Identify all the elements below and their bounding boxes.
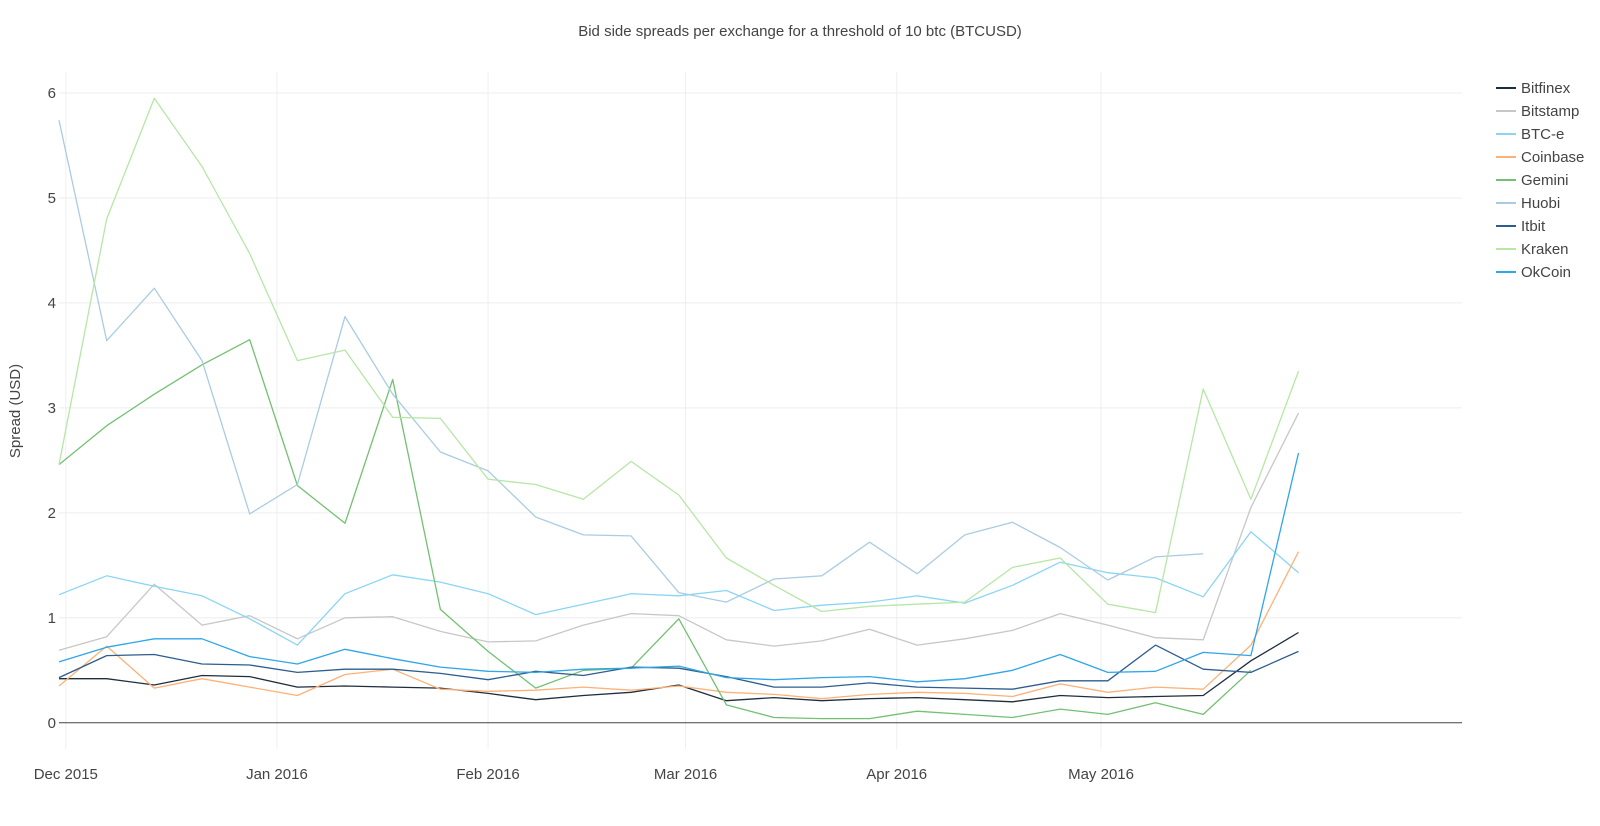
legend[interactable]: Bitfinex Bitstamp BTC-e Coinbase Gemini Huobi… xyxy=(1496,80,1584,281)
legend-label: Huobi xyxy=(1521,195,1560,212)
y-axis-ticks: 0 1 2 3 4 5 6 xyxy=(48,85,56,732)
legend-label: Bitfinex xyxy=(1521,80,1571,97)
y-axis-title: Spread (USD) xyxy=(7,364,24,458)
series-line xyxy=(58,97,1300,614)
gridlines xyxy=(59,72,1462,749)
legend-label: OkCoin xyxy=(1521,264,1571,281)
x-tick-label: Apr 2016 xyxy=(866,766,927,783)
series-btc-e xyxy=(58,531,1299,646)
series-line xyxy=(58,120,1204,603)
legend-label: Kraken xyxy=(1521,241,1569,258)
series-line xyxy=(58,412,1300,651)
x-tick-label: Mar 2016 xyxy=(654,766,717,783)
legend-item-gemini[interactable]: Gemini xyxy=(1496,172,1569,189)
series-line xyxy=(58,551,1300,700)
x-tick-label: Feb 2016 xyxy=(456,766,519,783)
y-tick-label: 5 xyxy=(48,190,56,207)
series-bitfinex xyxy=(59,631,1299,703)
series-line xyxy=(58,531,1299,646)
legend-item-btc-e[interactable]: BTC-e xyxy=(1496,126,1564,143)
legend-item-bitfinex[interactable]: Bitfinex xyxy=(1496,80,1571,97)
chart-title: Bid side spreads per exchange for a thre… xyxy=(578,23,1022,40)
series-bitstamp xyxy=(58,412,1300,651)
y-tick-label: 6 xyxy=(48,85,56,102)
legend-item-kraken[interactable]: Kraken xyxy=(1496,241,1569,258)
series-huobi xyxy=(58,120,1204,603)
series-okcoin xyxy=(58,452,1300,683)
x-axis-ticks: Dec 2015 Jan 2016 Feb 2016 Mar 2016 Apr 2016… xyxy=(34,766,1134,783)
series-lines xyxy=(58,97,1300,720)
x-tick-label: May 2016 xyxy=(1068,766,1134,783)
y-tick-label: 0 xyxy=(48,715,56,732)
legend-label: Coinbase xyxy=(1521,149,1584,166)
legend-item-okcoin[interactable]: OkCoin xyxy=(1496,264,1571,281)
legend-label: Bitstamp xyxy=(1521,103,1579,120)
series-gemini xyxy=(58,339,1252,720)
y-tick-label: 3 xyxy=(48,400,56,417)
legend-label: BTC-e xyxy=(1521,126,1564,143)
y-tick-label: 2 xyxy=(48,505,56,522)
series-line xyxy=(58,339,1252,720)
series-coinbase xyxy=(58,551,1300,700)
y-tick-label: 4 xyxy=(48,295,56,312)
legend-label: Itbit xyxy=(1521,218,1546,235)
legend-item-itbit[interactable]: Itbit xyxy=(1496,218,1546,235)
series-itbit xyxy=(58,644,1299,690)
series-line xyxy=(59,631,1299,703)
legend-item-coinbase[interactable]: Coinbase xyxy=(1496,149,1584,166)
legend-item-bitstamp[interactable]: Bitstamp xyxy=(1496,103,1579,120)
legend-item-huobi[interactable]: Huobi xyxy=(1496,195,1560,212)
y-tick-label: 1 xyxy=(48,610,56,627)
x-tick-label: Jan 2016 xyxy=(246,766,308,783)
x-tick-label: Dec 2015 xyxy=(34,766,98,783)
series-line xyxy=(58,644,1299,690)
series-line xyxy=(58,452,1300,683)
series-kraken xyxy=(58,97,1300,614)
legend-label: Gemini xyxy=(1521,172,1569,189)
